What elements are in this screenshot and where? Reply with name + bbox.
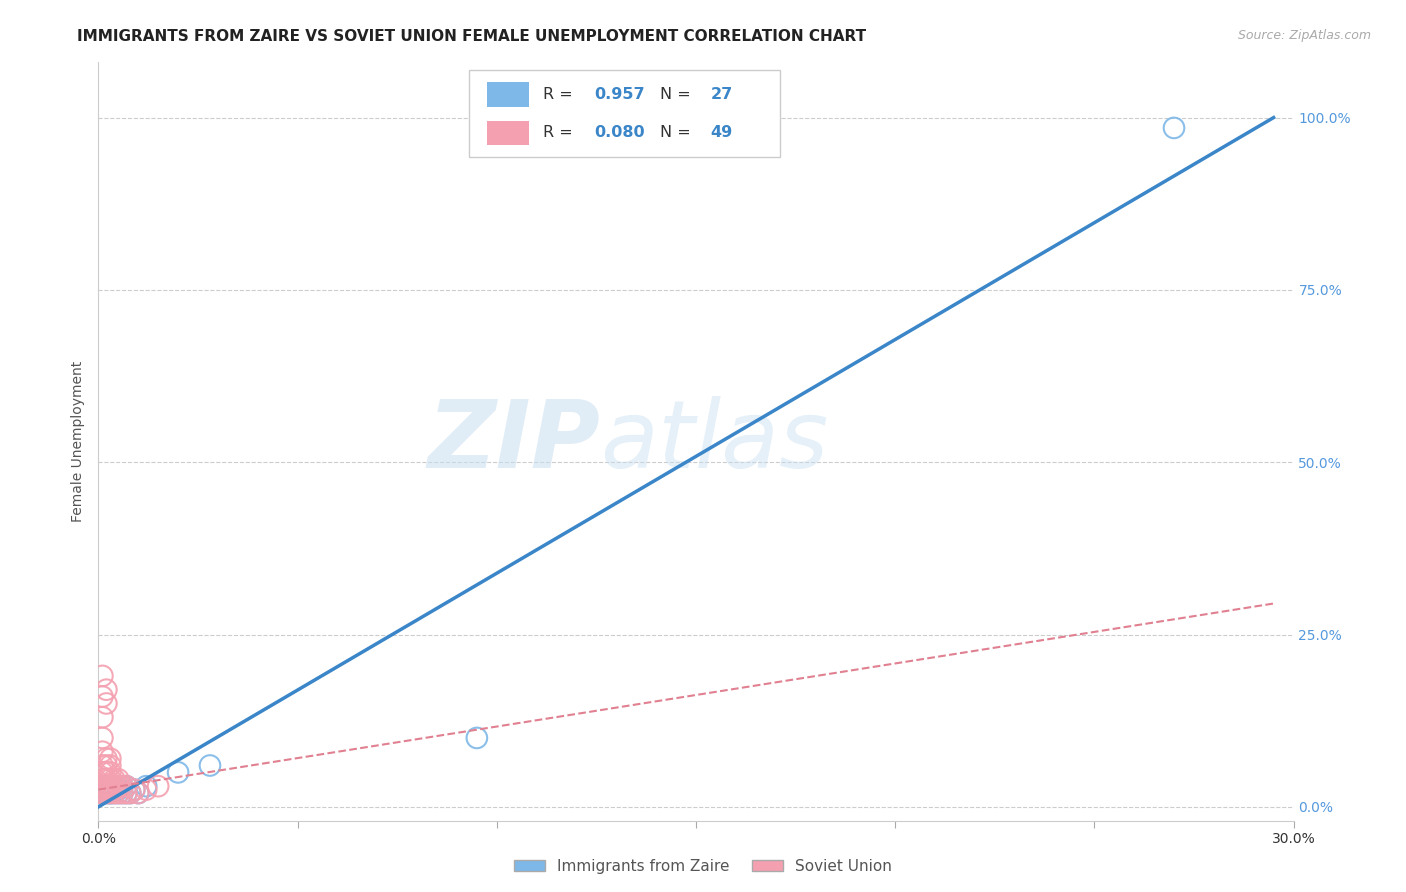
Point (91, 782, 114, 797)
Point (91, 669, 114, 683)
Text: R =: R = (543, 87, 578, 102)
Point (98, 786, 122, 800)
Point (96, 751, 118, 765)
Text: R =: R = (543, 125, 578, 140)
Point (91, 758, 114, 772)
Point (98, 779, 122, 793)
Text: 27: 27 (710, 87, 733, 102)
Point (91, 772, 114, 787)
Bar (486, 120, 529, 145)
Point (98, 779, 122, 793)
Point (120, 786, 142, 800)
Text: 49: 49 (710, 125, 733, 140)
Point (103, 782, 125, 797)
Text: IMMIGRANTS FROM ZAIRE VS SOVIET UNION FEMALE UNEMPLOYMENT CORRELATION CHART: IMMIGRANTS FROM ZAIRE VS SOVIET UNION FE… (77, 29, 866, 44)
Point (96, 782, 118, 797)
Point (98, 765, 122, 780)
Point (91, 782, 114, 797)
Point (91, 786, 114, 800)
Point (115, 786, 138, 800)
Point (96, 697, 118, 711)
Point (103, 779, 125, 793)
Point (107, 786, 129, 800)
Point (167, 765, 190, 780)
Point (91, 782, 114, 797)
Point (103, 779, 125, 793)
Point (91, 731, 114, 745)
Point (91, 765, 114, 780)
Point (107, 782, 129, 797)
Point (96, 758, 118, 772)
Point (91, 690, 114, 704)
Point (91, 786, 114, 800)
Point (96, 772, 118, 787)
Text: ZIP: ZIP (427, 395, 600, 488)
Legend: Immigrants from Zaire, Soviet Union: Immigrants from Zaire, Soviet Union (508, 853, 898, 880)
Point (127, 786, 149, 800)
FancyBboxPatch shape (470, 70, 780, 157)
Point (111, 786, 134, 800)
Point (103, 782, 125, 797)
Text: 0.080: 0.080 (595, 125, 645, 140)
Point (103, 772, 125, 787)
Point (91, 779, 114, 793)
Point (98, 782, 122, 797)
Point (98, 779, 122, 793)
Point (98, 782, 122, 797)
Point (111, 779, 134, 793)
Point (111, 786, 134, 800)
Point (107, 786, 129, 800)
Point (198, 758, 221, 772)
Point (98, 772, 122, 787)
Point (107, 779, 129, 793)
Y-axis label: Female Unemployment: Female Unemployment (72, 361, 86, 522)
Point (115, 779, 138, 793)
Point (135, 779, 157, 793)
Point (103, 779, 125, 793)
Point (135, 782, 157, 797)
Point (107, 772, 129, 787)
Point (96, 782, 118, 797)
Point (465, 731, 488, 745)
Point (148, 779, 170, 793)
Point (103, 786, 125, 800)
Point (96, 779, 118, 793)
Point (1163, 120, 1185, 135)
Point (111, 779, 134, 793)
Point (107, 779, 129, 793)
Point (98, 758, 122, 772)
Point (96, 779, 118, 793)
Point (98, 751, 122, 765)
Text: 0.957: 0.957 (595, 87, 645, 102)
Point (107, 779, 129, 793)
Point (115, 786, 138, 800)
Point (98, 786, 122, 800)
Point (120, 786, 142, 800)
Point (96, 779, 118, 793)
Point (96, 682, 118, 697)
Point (96, 786, 118, 800)
Point (124, 782, 146, 797)
Text: N =: N = (661, 125, 696, 140)
Point (96, 786, 118, 800)
Point (124, 782, 146, 797)
Point (91, 786, 114, 800)
Text: N =: N = (661, 87, 696, 102)
Text: Source: ZipAtlas.com: Source: ZipAtlas.com (1237, 29, 1371, 42)
Point (98, 786, 122, 800)
Point (91, 710, 114, 724)
Bar (486, 82, 529, 107)
Point (96, 765, 118, 780)
Point (91, 745, 114, 759)
Point (127, 786, 149, 800)
Point (115, 779, 138, 793)
Point (103, 786, 125, 800)
Text: atlas: atlas (600, 396, 828, 487)
